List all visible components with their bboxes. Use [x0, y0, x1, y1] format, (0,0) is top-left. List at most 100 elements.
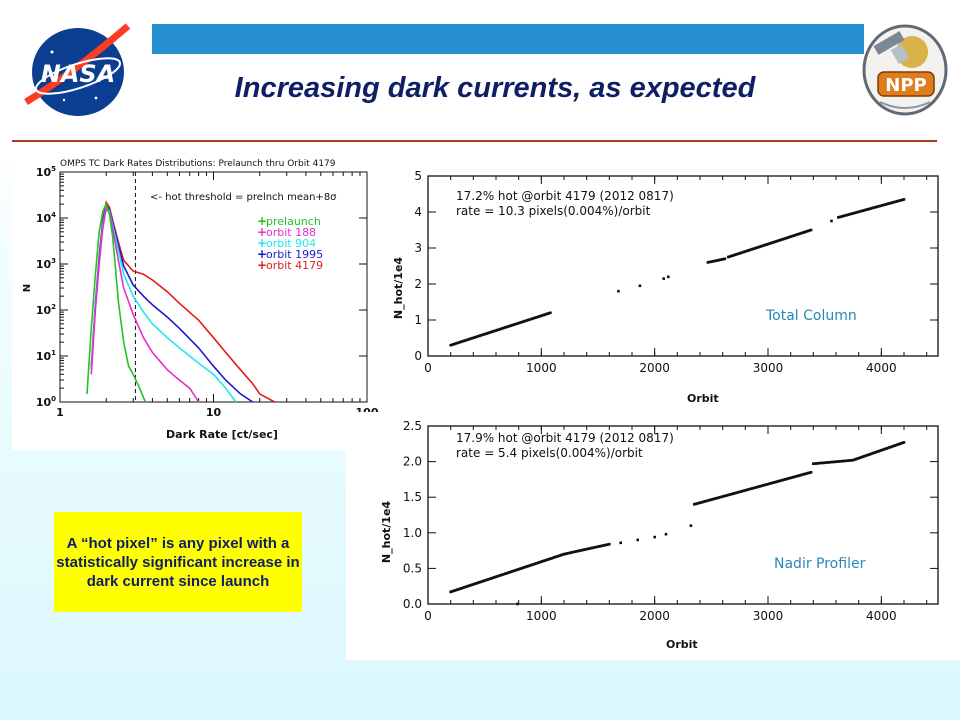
data-point	[583, 548, 586, 551]
data-point	[712, 497, 715, 501]
data-point	[882, 448, 886, 451]
tc-annotation-2: rate = 10.3 pixels(0.004%)/orbit	[456, 204, 651, 218]
data-point	[484, 332, 488, 335]
data-point	[853, 458, 856, 461]
data-point	[483, 332, 487, 336]
data-point	[468, 337, 472, 341]
tc-annotation-1: 17.2% hot @orbit 4179 (2012 0817)	[456, 189, 674, 203]
histogram-y-tick-label: 101	[36, 349, 56, 363]
data-point	[514, 568, 518, 572]
data-point	[881, 448, 884, 452]
data-point	[709, 498, 712, 502]
data-point	[504, 572, 507, 575]
data-point	[751, 247, 754, 251]
data-point	[465, 338, 469, 342]
data-point	[790, 234, 794, 238]
data-point	[516, 322, 519, 325]
data-point	[494, 329, 498, 332]
data-point	[840, 459, 844, 463]
data-point	[463, 586, 466, 589]
data-point	[880, 204, 884, 207]
data-point	[514, 322, 518, 326]
data-point	[499, 327, 503, 331]
data-point	[727, 255, 730, 259]
data-point	[638, 284, 642, 288]
data-point	[568, 551, 571, 555]
data-point	[879, 204, 882, 208]
data-point	[471, 583, 474, 586]
y-tick-label: 1.5	[403, 490, 422, 504]
legend-marker: +	[257, 214, 267, 228]
data-point	[861, 455, 864, 459]
data-point	[792, 234, 795, 238]
histogram-y-tick-label: 105	[36, 165, 56, 179]
data-point	[523, 319, 526, 323]
y-tick-label: 2.0	[403, 455, 422, 469]
data-point	[770, 241, 773, 245]
data-point	[857, 210, 861, 214]
data-point	[689, 524, 693, 527]
data-point	[760, 244, 764, 248]
data-point	[805, 472, 809, 475]
data-point	[829, 460, 833, 464]
data-point	[729, 254, 733, 258]
data-point	[891, 201, 895, 204]
data-point	[718, 495, 722, 499]
data-point	[847, 213, 851, 216]
data-point	[796, 233, 799, 236]
data-point	[450, 590, 454, 593]
data-point	[771, 481, 775, 484]
data-point	[847, 459, 851, 462]
data-point	[486, 331, 489, 335]
histogram-x-tick-label: 1	[56, 406, 64, 419]
data-point	[856, 210, 859, 214]
histogram-y-tick-label: 102	[36, 303, 56, 317]
data-point	[473, 582, 477, 585]
data-point	[476, 335, 480, 338]
data-point	[833, 460, 837, 464]
data-point	[869, 452, 872, 456]
data-point	[897, 199, 900, 203]
data-point	[617, 289, 620, 293]
data-point	[835, 460, 838, 463]
data-point	[747, 488, 750, 491]
data-point	[550, 557, 553, 560]
data-point	[662, 277, 665, 280]
data-point	[804, 472, 807, 476]
data-point	[770, 481, 773, 485]
data-point	[884, 203, 888, 206]
data-point	[721, 495, 725, 498]
legend-marker: +	[257, 258, 267, 272]
data-point	[560, 553, 563, 557]
data-point	[890, 445, 894, 448]
data-point	[619, 541, 622, 545]
data-point	[731, 492, 734, 496]
data-point	[702, 500, 706, 503]
data-point	[867, 207, 870, 211]
data-point	[758, 245, 761, 249]
data-point	[897, 442, 900, 446]
data-point	[794, 233, 798, 237]
data-point	[603, 543, 607, 547]
data-point	[798, 474, 802, 477]
data-point	[736, 252, 740, 256]
data-point	[516, 568, 519, 571]
data-point	[468, 584, 472, 587]
histogram-title: OMPS TC Dark Rates Distributions: Prelau…	[60, 159, 336, 169]
data-point	[516, 602, 519, 606]
data-point	[709, 260, 712, 264]
y-tick-label: 2	[414, 277, 422, 291]
data-point	[850, 459, 853, 462]
data-point	[781, 238, 784, 241]
data-point	[846, 459, 849, 462]
data-point	[724, 494, 727, 498]
data-point	[471, 336, 474, 340]
data-point	[469, 583, 473, 587]
data-point	[775, 480, 779, 483]
data-point	[781, 478, 784, 482]
data-point	[842, 459, 845, 463]
data-point	[809, 228, 813, 232]
data-point	[731, 254, 734, 257]
data-point	[479, 334, 482, 337]
data-point	[597, 545, 600, 548]
